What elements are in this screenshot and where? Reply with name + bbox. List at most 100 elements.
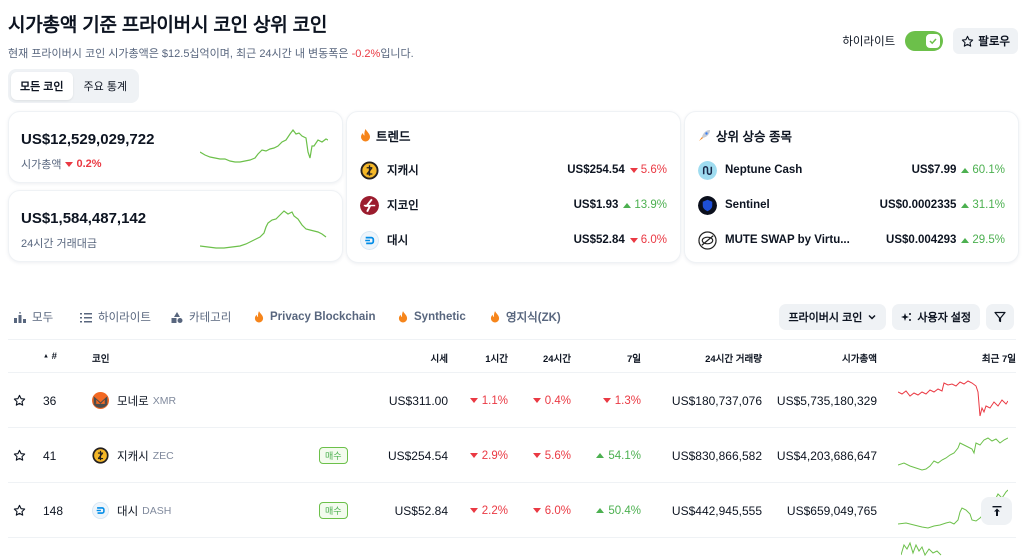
filter-tab-categories[interactable]: 카테고리 <box>171 304 231 330</box>
chevron-down-icon <box>868 314 876 320</box>
muteswap-icon <box>698 230 717 250</box>
page-title: 시가총액 기준 프라이버시 코인 상위 코인 <box>8 15 328 36</box>
list-icon <box>80 312 92 322</box>
check-icon <box>929 38 937 45</box>
filter-button[interactable] <box>986 304 1014 330</box>
gainer-item[interactable]: Neptune Cash US$7.99 60.1% <box>698 159 1005 181</box>
fire-icon <box>490 311 500 323</box>
market-cap-card: US$12,529,029,722 시가총액 0.2% <box>8 111 343 183</box>
favorite-star[interactable] <box>13 373 26 428</box>
market-cap: US$4,203,686,647 <box>776 448 877 463</box>
follow-button[interactable]: 팔로우 <box>953 28 1018 54</box>
star-icon <box>13 394 26 406</box>
table-header: ▲ # 코인 시세 1시간 24시간 7일 24시간 거래량 시가총액 최근 7… <box>8 340 1016 373</box>
star-icon <box>962 35 974 47</box>
price: US$311.00 <box>388 393 448 408</box>
category-select[interactable]: 프라이버시 코인 <box>779 304 887 330</box>
gainer-item[interactable]: MUTE SWAP by Virtu... US$0.004293 29.5% <box>698 229 1005 251</box>
coin-cell[interactable]: 모네로 XMR <box>92 373 176 428</box>
market-cap-value: US$12,529,029,722 <box>21 131 155 148</box>
up-arrow-icon <box>961 202 970 208</box>
price: US$254.54 <box>387 448 448 463</box>
tab-all-coins[interactable]: 모든 코인 <box>11 72 73 100</box>
market-cap-change: 0.2% <box>65 158 102 170</box>
star-icon <box>13 449 26 461</box>
volume: US$442,945,555 <box>671 503 762 518</box>
ranking-icon <box>14 311 26 323</box>
arrow-up-to-line-icon <box>992 506 1001 516</box>
up-arrow-icon <box>623 202 632 208</box>
market-change: -0.2% <box>351 48 381 60</box>
volume-label: 24시간 거래대금 <box>21 238 98 250</box>
sentinel-icon <box>698 195 717 215</box>
coin-cell[interactable]: 대시 DASH <box>92 483 171 538</box>
rank: 36 <box>43 393 57 408</box>
filter-tab-all[interactable]: 모두 <box>14 304 53 330</box>
down-arrow-icon <box>65 161 74 167</box>
coin-cell[interactable]: 지캐시 ZEC <box>92 428 174 483</box>
fire-icon <box>398 311 408 323</box>
highlight-label: 하이라이트 <box>842 36 896 48</box>
trending-card: 트렌드 지캐시 US$254.54 5.6% 지코인 US$1.93 13.9%… <box>346 111 681 263</box>
market-cap-header[interactable]: 시가총액 <box>842 354 877 365</box>
zcash-icon <box>360 160 379 180</box>
down-arrow-icon <box>532 453 541 458</box>
view-segment: 모든 코인 주요 통계 <box>8 69 140 103</box>
buy-badge[interactable]: 매수 <box>319 447 348 464</box>
24h-header[interactable]: 24시간 <box>542 354 571 365</box>
filter-tab-zk[interactable]: 영지식(ZK) <box>490 304 561 330</box>
filter-bar: 모두 하이라이트 카테고리 Privacy Blockchain Synthet… <box>0 304 1024 332</box>
page-header: 시가총액 기준 프라이버시 코인 상위 코인 현재 프라이버시 코인 시가총액은… <box>8 10 414 61</box>
table-row[interactable]: 148 대시 DASH 매수 US$52.84 2.2% 6.0% 50.4% U… <box>8 483 1016 538</box>
scroll-to-top-button[interactable] <box>981 497 1012 525</box>
rocket-icon <box>699 130 710 141</box>
trending-item[interactable]: 지코인 US$1.93 13.9% <box>360 194 667 216</box>
volume-card: US$1,584,487,142 24시간 거래대금 <box>8 190 343 262</box>
sparkline-7d <box>898 437 1008 471</box>
market-cap: US$5,735,180,329 <box>776 393 877 408</box>
fire-icon <box>361 129 370 142</box>
favorite-star[interactable] <box>13 483 26 538</box>
sparkle-icon <box>901 312 912 321</box>
filter-tab-highlights[interactable]: 하이라이트 <box>80 304 151 330</box>
gainer-item[interactable]: Sentinel US$0.0002335 31.1% <box>698 194 1005 216</box>
header-actions: 하이라이트 팔로우 <box>842 28 1018 54</box>
volume-header[interactable]: 24시간 거래량 <box>705 354 762 365</box>
customize-button[interactable]: 사용자 설정 <box>892 304 980 330</box>
dash-icon <box>92 502 109 519</box>
table-row[interactable]: 36 모네로 XMR US$311.00 1.1% 0.4% 1.3% US$18… <box>8 373 1016 428</box>
market-cap: US$659,049,765 <box>786 503 877 518</box>
down-arrow-icon <box>602 398 611 403</box>
market-cap-label: 시가총액 <box>21 159 62 171</box>
table-row[interactable]: 41 지캐시 ZEC 매수 US$254.54 2.9% 5.6% 54.1% U… <box>8 428 1016 483</box>
filter-tab-synthetic[interactable]: Synthetic <box>398 304 466 330</box>
price-header[interactable]: 시세 <box>430 354 448 365</box>
sparkline-7d <box>898 380 1008 417</box>
top-gainers-title: 상위 상승 종목 <box>716 130 792 144</box>
favorite-star[interactable] <box>13 428 26 483</box>
page-subtitle: 현재 프라이버시 코인 시가총액은 $12.5십억이며, 최근 24시간 내 변… <box>8 48 414 60</box>
7d-header[interactable]: 7일 <box>626 354 641 365</box>
highlight-toggle[interactable] <box>905 31 944 51</box>
fire-icon <box>254 311 264 323</box>
1h-header[interactable]: 1시간 <box>485 354 508 365</box>
trending-item[interactable]: 대시 US$52.84 6.0% <box>360 229 667 251</box>
tab-key-stats[interactable]: 주요 통계 <box>83 81 128 93</box>
sparkline-7d <box>901 541 942 556</box>
coin-header[interactable]: 코인 <box>92 354 110 365</box>
buy-badge[interactable]: 매수 <box>319 502 348 519</box>
up-arrow-icon <box>961 237 970 243</box>
market-cap-sparkline <box>200 129 328 163</box>
up-arrow-icon <box>596 453 605 458</box>
sort-rank-header[interactable]: ▲ # <box>43 351 57 362</box>
price: US$52.84 <box>394 503 448 518</box>
top-gainers-card: 상위 상승 종목 Neptune Cash US$7.99 60.1% Sent… <box>684 111 1019 263</box>
trending-item[interactable]: 지캐시 US$254.54 5.6% <box>360 159 667 181</box>
dash-icon <box>360 230 379 250</box>
toggle-knob <box>924 32 943 50</box>
down-arrow-icon <box>532 398 541 403</box>
zcoin-icon <box>360 195 379 215</box>
down-arrow-icon <box>532 508 541 513</box>
filter-tab-privacy-blockchain[interactable]: Privacy Blockchain <box>254 304 375 330</box>
down-arrow-icon <box>469 508 478 513</box>
